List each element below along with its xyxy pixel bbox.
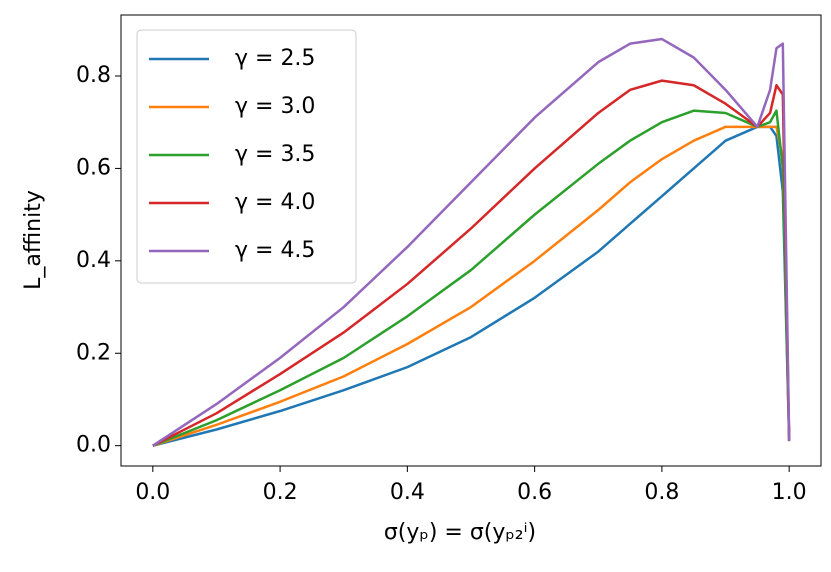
x-tick-label: 0.4 [390, 480, 425, 505]
x-tick-label: 1.0 [772, 480, 807, 505]
legend-label: γ = 3.0 [235, 94, 315, 119]
legend-label: γ = 4.0 [235, 190, 315, 215]
x-tick-label: 0.8 [644, 480, 679, 505]
line [152, 79, 791, 447]
x-tick-label: 0.2 [263, 480, 298, 505]
legend-box [136, 29, 357, 284]
line [152, 37, 791, 447]
y-axis-label: L_affinity [21, 190, 46, 290]
legend-label: γ = 4.5 [235, 238, 315, 263]
y-tick-label: 0.0 [76, 433, 111, 458]
x-axis-label: σ(yₚ) = σ(yₚ₂ⁱ) [384, 520, 536, 545]
line [152, 125, 791, 447]
y-tick-label: 0.2 [76, 340, 111, 365]
line [152, 125, 791, 447]
y-tick-label: 0.6 [76, 155, 111, 180]
x-tick-label: 0.0 [135, 480, 170, 505]
legend-label: γ = 2.5 [235, 46, 315, 71]
plot-frame [120, 14, 822, 467]
line [152, 109, 791, 447]
legend-label: γ = 3.5 [235, 142, 315, 167]
y-tick-label: 0.8 [76, 63, 111, 88]
x-tick-label: 0.6 [517, 480, 552, 505]
y-tick-label: 0.4 [76, 248, 111, 273]
